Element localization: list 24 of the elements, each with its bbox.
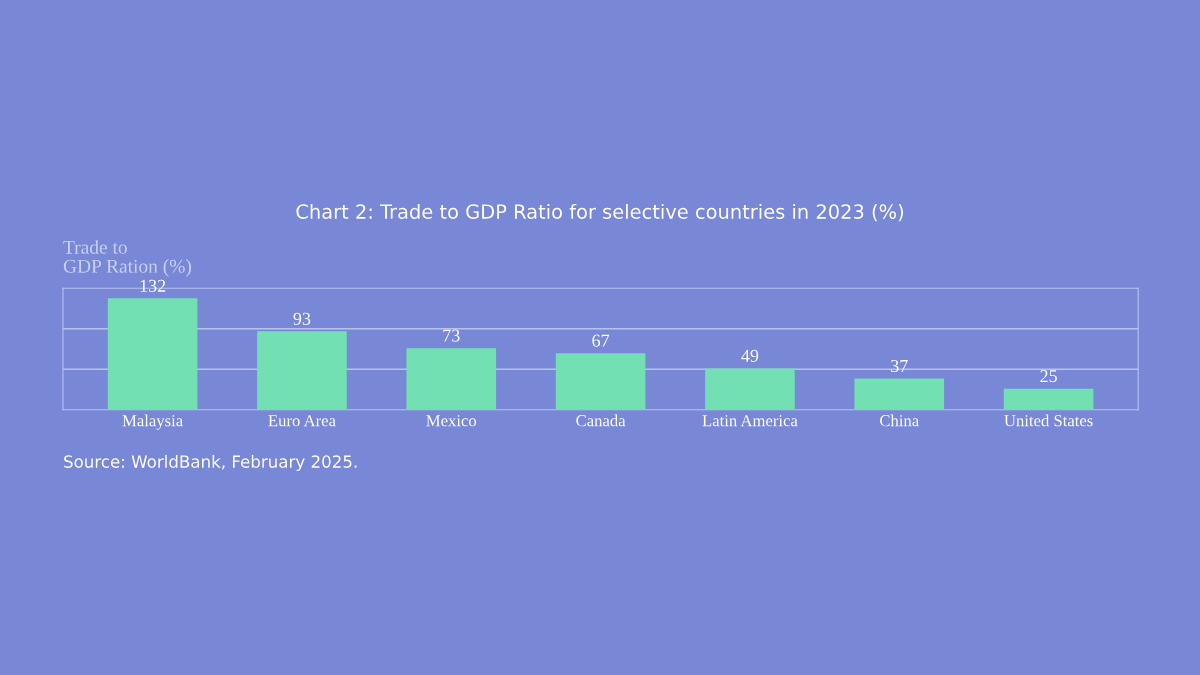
- source-note: Source: WorldBank, February 2025.: [64, 454, 357, 472]
- x-tick-label: Canada: [576, 414, 626, 427]
- bar: [555, 353, 646, 410]
- bar: [1003, 388, 1094, 410]
- bar: [854, 378, 945, 410]
- bar: [705, 368, 795, 410]
- x-tick-label: Mexico: [426, 415, 477, 427]
- data-label: 93: [293, 312, 311, 325]
- bar: [107, 298, 198, 410]
- x-tick-label: Euro Area: [268, 415, 336, 427]
- x-tick-label: United States: [1004, 414, 1093, 427]
- x-tick-label: Malaysia: [122, 414, 183, 430]
- x-tick-label: Latin America: [702, 415, 798, 427]
- data-label: 132: [140, 279, 166, 292]
- data-label: 49: [741, 349, 759, 362]
- data-label: 67: [592, 334, 610, 347]
- data-label: 37: [891, 359, 908, 373]
- data-label: 25: [1040, 370, 1057, 383]
- bar: [406, 348, 497, 410]
- bar: [257, 331, 347, 410]
- y-axis-title: Trade to GDP Ration (%): [63, 240, 192, 277]
- chart-title: Chart 2: Trade to GDP Ratio for selective countries in 2023 (%): [296, 203, 904, 222]
- data-label: 73: [443, 329, 460, 342]
- x-tick-label: China: [880, 414, 919, 427]
